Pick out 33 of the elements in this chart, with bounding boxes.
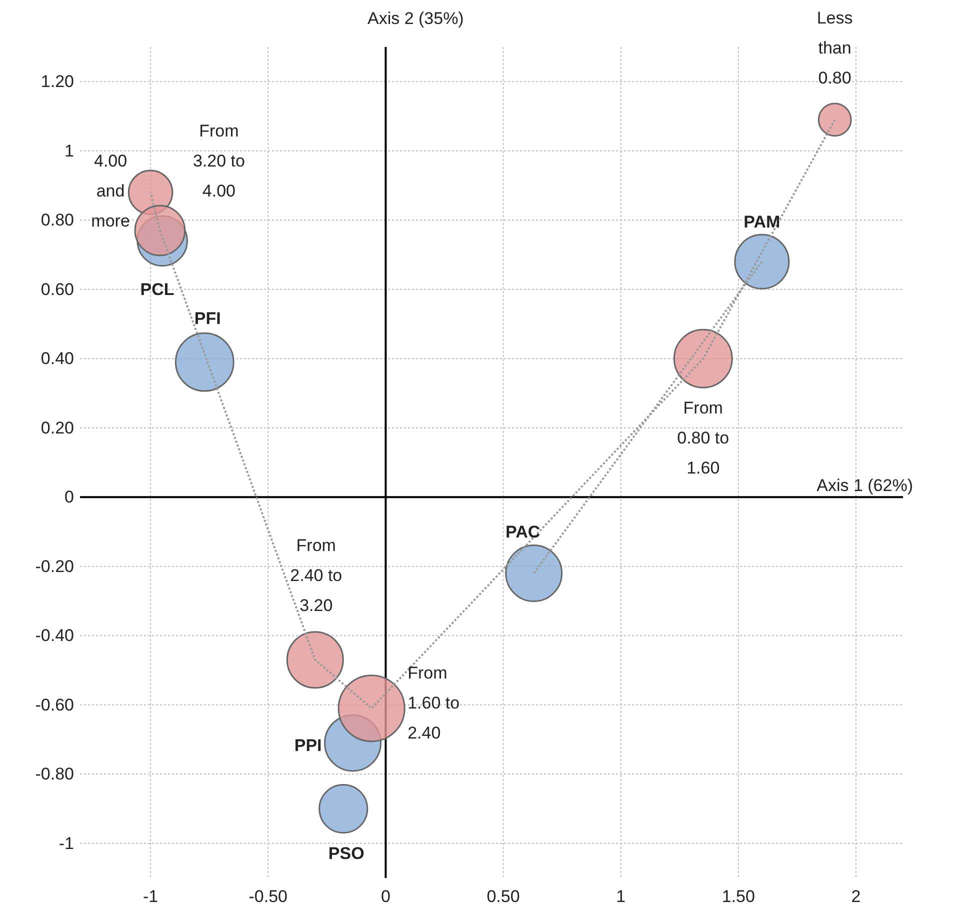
x-tick-label: 1.50 xyxy=(722,887,755,906)
y-tick-label: 0.20 xyxy=(40,418,74,438)
annotation: PSO xyxy=(328,844,364,863)
annotation: From 1.60 to 2.40 xyxy=(408,663,460,742)
x-tick-label: -1 xyxy=(142,887,158,906)
annotation: PAC xyxy=(506,522,540,542)
y-tick-label: -0.20 xyxy=(35,556,74,576)
y-tick-label: 1.20 xyxy=(40,72,74,92)
x-axis-title: Axis 1 (62%) xyxy=(816,476,913,496)
y-tick-label: 0 xyxy=(64,488,74,507)
x-tick-label: 1 xyxy=(616,887,626,906)
x-tick-label: -0.50 xyxy=(248,887,288,906)
y-tick-label: -1 xyxy=(58,834,74,853)
y-axis-title: Axis 2 (35%) xyxy=(368,9,464,28)
y-tick-label: -0.40 xyxy=(35,626,74,646)
annotation: PFI xyxy=(194,309,221,328)
x-tick-label: 0 xyxy=(380,887,390,906)
annotation: Less than 0.80 xyxy=(816,8,853,88)
annotation: From 2.40 to 3.20 xyxy=(290,536,342,615)
x-tick-label: 0.50 xyxy=(486,887,520,906)
x-tick-label: 2 xyxy=(851,887,861,906)
y-tick-label: 1 xyxy=(64,141,74,160)
y-tick-label: 0.80 xyxy=(40,210,74,230)
annotation: 4.00 and more xyxy=(91,151,130,230)
annotation: PCL xyxy=(140,280,174,299)
y-tick-label: -0.60 xyxy=(35,695,74,714)
annotation: PAM xyxy=(744,212,780,232)
y-tick-label: -0.80 xyxy=(35,764,74,784)
annotation: From 3.20 to 4.00 xyxy=(192,122,245,201)
annotation: From 0.80 to 1.60 xyxy=(677,398,730,478)
annotation: PPI xyxy=(294,736,322,755)
y-tick-label: 0.40 xyxy=(40,349,74,368)
y-tick-label: 0.60 xyxy=(40,280,74,299)
